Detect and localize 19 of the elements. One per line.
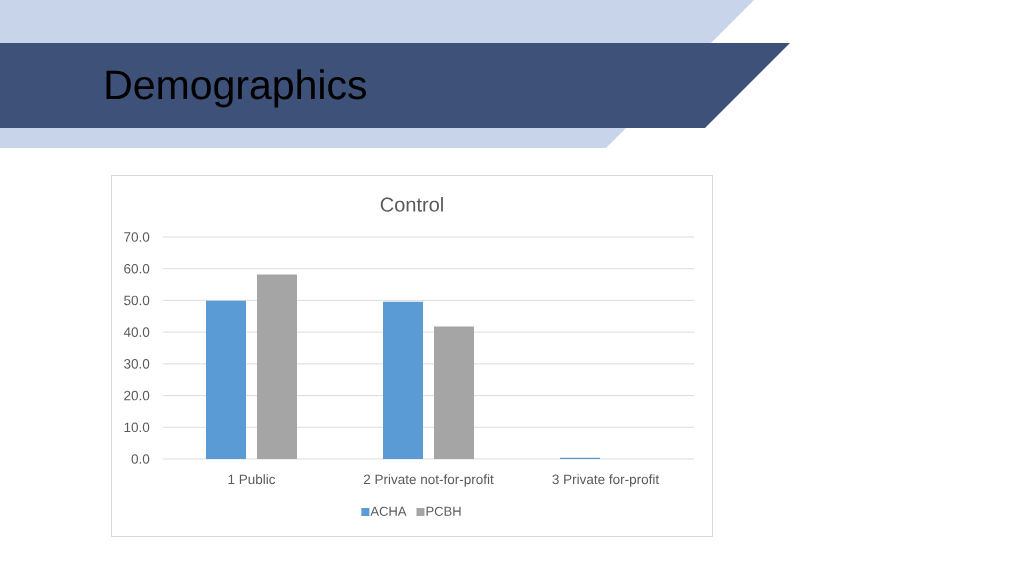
bar xyxy=(383,301,423,459)
y-tick-label: 0.0 xyxy=(131,454,150,464)
y-tick-label: 70.0 xyxy=(124,232,150,242)
chart-subtitle: Control xyxy=(380,197,443,212)
bar xyxy=(206,300,246,459)
bar xyxy=(257,274,297,459)
y-tick-label: 30.0 xyxy=(124,359,150,369)
x-tick-label: 3 Private for-profit xyxy=(552,474,660,487)
legend-label: ACHA xyxy=(370,506,407,516)
y-tick-label: 10.0 xyxy=(124,422,150,433)
y-tick-label: 50.0 xyxy=(124,295,150,306)
chart-title: Demographics xyxy=(106,69,367,108)
y-tick-label: 20.0 xyxy=(124,390,150,401)
legend-label: PCBH xyxy=(426,506,461,516)
bar xyxy=(434,326,475,459)
x-tick-label: 2 Private not-for-profit xyxy=(363,474,494,487)
y-tick-label: 60.0 xyxy=(124,263,150,274)
y-tick-label: 40.0 xyxy=(123,327,150,337)
x-tick-label: 1 Public xyxy=(228,474,276,485)
